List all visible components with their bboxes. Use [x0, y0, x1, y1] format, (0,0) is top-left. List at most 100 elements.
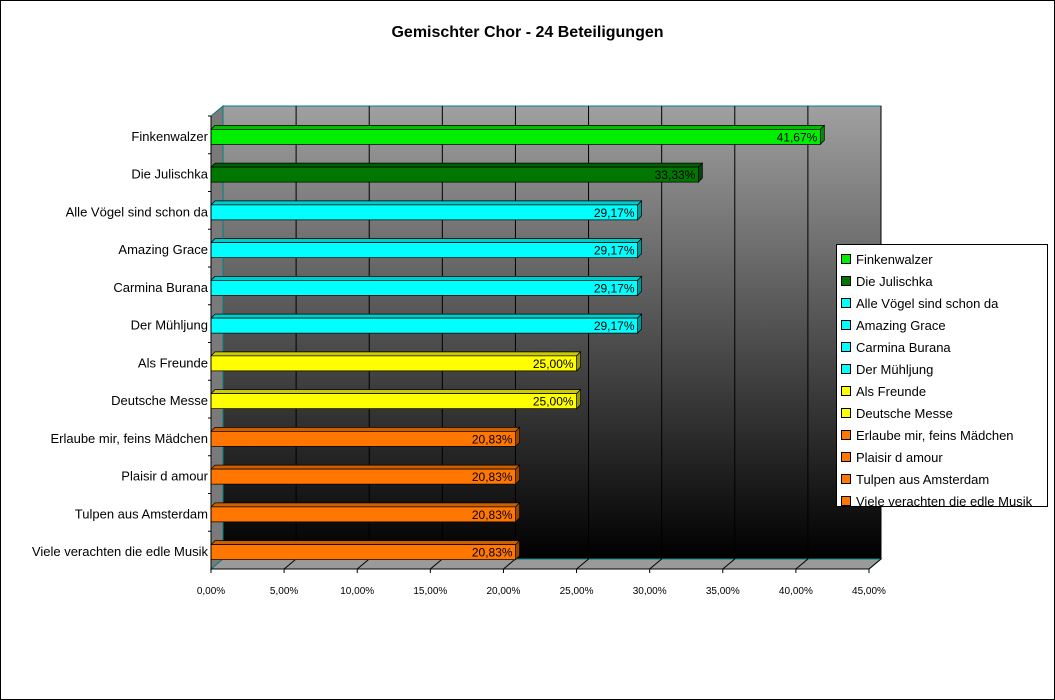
data-label: 20,83%: [472, 508, 513, 522]
category-label: Deutsche Messe: [111, 393, 208, 408]
bar: 33,33%: [210, 162, 704, 183]
x-tick-label: 35,00%: [706, 586, 740, 597]
data-label: 29,17%: [594, 319, 635, 333]
legend-label: Viele verachten die edle Musik: [856, 493, 1033, 509]
bar-top-face: [210, 125, 826, 130]
bar-front-face: [210, 317, 638, 334]
bar: 29,17%: [210, 275, 643, 297]
bar: 29,17%: [210, 237, 643, 259]
bar-front-face: [210, 393, 577, 409]
legend-label: Erlaube mir, feins Mädchen: [856, 427, 1014, 443]
floor-gridline: [576, 558, 589, 570]
legend-item: Viele verachten die edle Musik: [837, 490, 1047, 512]
data-label: 29,17%: [594, 281, 635, 295]
x-tick-label: 45,00%: [852, 586, 886, 597]
bar-top-face: [210, 540, 521, 545]
bar-front-face: [210, 355, 577, 372]
bar-front-face: [210, 468, 516, 485]
x-tick-label: 5,00%: [270, 586, 298, 597]
bar-top-face: [210, 389, 582, 394]
bar-top-face: [210, 276, 643, 281]
legend-label: Deutsche Messe: [856, 405, 953, 421]
bar: 20,83%: [210, 502, 521, 523]
floor-gridline: [649, 558, 662, 570]
data-label: 25,00%: [533, 395, 574, 409]
category-label: Carmina Burana: [113, 280, 208, 295]
category-label: Amazing Grace: [118, 242, 208, 257]
legend-swatch: [841, 452, 851, 462]
legend-label: Amazing Grace: [856, 317, 946, 333]
bar: 25,00%: [210, 351, 582, 372]
bar-top-face: [210, 313, 643, 319]
legend-label: Die Julischka: [856, 273, 933, 289]
legend-item: Plaisir d amour: [837, 446, 1047, 468]
floor-gridline: [430, 558, 443, 570]
x-tick-label: 40,00%: [779, 586, 813, 597]
bar-top-face: [210, 238, 643, 243]
category-label: Erlaube mir, feins Mädchen: [50, 431, 208, 446]
bar-top-face: [210, 200, 643, 206]
data-label: 29,17%: [594, 206, 635, 220]
bar: 25,00%: [210, 388, 582, 410]
legend-label: Tulpen aus Amsterdam: [856, 471, 990, 487]
bar: 41,67%: [210, 124, 826, 146]
legend-item: Deutsche Messe: [837, 402, 1047, 424]
legend-item: Als Freunde: [837, 380, 1047, 402]
legend-swatch: [841, 254, 851, 264]
legend-item: Amazing Grace: [837, 314, 1047, 336]
legend-swatch: [841, 364, 851, 374]
legend-swatch: [841, 276, 851, 286]
x-tick-label: 25,00%: [560, 586, 594, 597]
bar-front-face: [210, 280, 638, 296]
bar-front-face: [210, 431, 516, 447]
bar: 29,17%: [210, 200, 643, 221]
legend-swatch: [841, 320, 851, 330]
bar-top-face: [210, 464, 521, 470]
x-tick-label: 15,00%: [413, 586, 447, 597]
legend-swatch: [841, 298, 851, 308]
data-label: 29,17%: [594, 244, 635, 258]
category-label: Der Mühljung: [131, 318, 208, 333]
bar-front-face: [210, 204, 638, 221]
bar-front-face: [210, 544, 516, 560]
bar-top-face: [210, 502, 521, 508]
legend-swatch: [841, 408, 851, 418]
floor-gridline: [283, 558, 297, 570]
x-tick-label: 10,00%: [340, 586, 374, 597]
legend-label: Der Mühljung: [856, 361, 934, 377]
legend-item: Tulpen aus Amsterdam: [837, 468, 1047, 490]
legend-swatch: [841, 342, 851, 352]
legend-label: Als Freunde: [856, 383, 927, 399]
floor-gridline: [795, 558, 809, 570]
bar-top-face: [210, 351, 582, 357]
legend-label: Plaisir d amour: [856, 449, 943, 465]
bar-front-face: [210, 129, 821, 145]
bar: 20,83%: [210, 464, 521, 485]
bar-front-face: [210, 242, 638, 258]
legend-item: Erlaube mir, feins Mädchen: [837, 424, 1047, 446]
bar: 20,83%: [210, 426, 521, 448]
data-label: 25,00%: [533, 357, 574, 371]
bar-top-face: [210, 427, 521, 432]
data-label: 20,83%: [472, 432, 513, 446]
x-tick-label: 30,00%: [633, 586, 667, 597]
legend-item: Carmina Burana: [837, 336, 1047, 358]
bar-top-face: [210, 162, 704, 168]
data-label: 33,33%: [655, 168, 696, 182]
data-label: 41,67%: [777, 130, 818, 144]
floor-gridline: [722, 558, 736, 570]
legend-label: Finkenwalzer: [856, 251, 933, 267]
legend-item: Finkenwalzer: [837, 248, 1047, 270]
category-label: Alle Vögel sind schon da: [66, 204, 209, 219]
legend-label: Carmina Burana: [856, 339, 951, 355]
bar-front-face: [210, 166, 699, 183]
category-label: Finkenwalzer: [131, 129, 208, 144]
legend-label: Alle Vögel sind schon da: [856, 295, 999, 311]
category-label: Plaisir d amour: [121, 469, 208, 484]
legend-item: Der Mühljung: [837, 358, 1047, 380]
legend-swatch: [841, 474, 851, 484]
category-label: Als Freunde: [138, 355, 208, 370]
category-label: Tulpen aus Amsterdam: [75, 506, 208, 521]
legend-swatch: [841, 430, 851, 440]
